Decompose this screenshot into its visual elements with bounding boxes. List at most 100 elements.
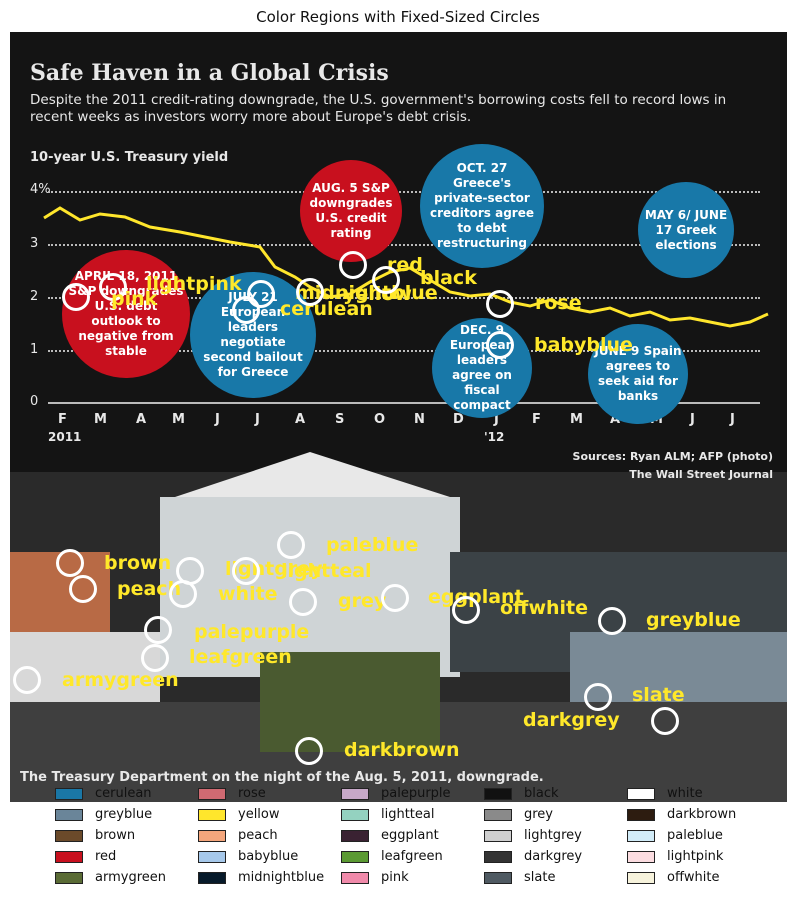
region-marker (296, 278, 324, 306)
event-bubble: OCT. 27 Greece's private-sector creditor… (420, 144, 544, 268)
region-label: palepurple (194, 621, 310, 643)
legend-label: peach (238, 828, 278, 843)
region-marker (99, 273, 127, 301)
region-marker (381, 584, 409, 612)
legend-item: palepurple (341, 786, 511, 804)
region-label: darkgrey (523, 709, 620, 731)
region-label: leafgreen (189, 646, 292, 668)
region-marker (62, 283, 90, 311)
event-bubble: MAY 6/ JUNE 17 Greek elections (638, 182, 734, 278)
legend-label: cerulean (95, 786, 152, 801)
legend-swatch (198, 872, 226, 884)
legend-item: babyblue (198, 849, 368, 867)
region-marker (295, 737, 323, 765)
y-tick: 0 (30, 394, 39, 409)
legend-label: white (667, 786, 703, 801)
x-tick: J (690, 412, 695, 427)
legend-item: paleblue (627, 828, 796, 846)
legend-label: midnightblue (238, 870, 325, 885)
legend-swatch (55, 872, 83, 884)
region-marker (232, 296, 260, 324)
x-tick: A (136, 412, 147, 427)
legend-swatch (627, 851, 655, 863)
legend-swatch (55, 809, 83, 821)
legend-swatch (341, 851, 369, 863)
legend-label: black (524, 786, 559, 801)
region-marker (13, 666, 41, 694)
legend-swatch (484, 809, 512, 821)
gridline (48, 350, 760, 352)
legend-item: grey (484, 807, 654, 825)
x-tick: A (295, 412, 306, 427)
region-marker (247, 280, 275, 308)
region-label: lightpink (146, 273, 242, 295)
legend-item: red (55, 849, 225, 867)
legend-swatch (55, 851, 83, 863)
legend-swatch (198, 788, 226, 800)
event-bubble: JULY 21 European leaders negotiate secon… (190, 272, 316, 398)
legend-swatch (198, 809, 226, 821)
gridline (48, 191, 760, 193)
region-marker (452, 596, 480, 624)
x-tick: J (255, 412, 260, 427)
region-label: midnightblue (295, 282, 438, 304)
region-label: peach (117, 578, 182, 600)
legend-item: leafgreen (341, 849, 511, 867)
legend-item: armygreen (55, 870, 225, 888)
x-tick: J (494, 412, 499, 427)
x-tick: M (570, 412, 583, 427)
legend-label: offwhite (667, 870, 720, 885)
legend-item: lightgrey (484, 828, 654, 846)
y-tick: 1 (30, 342, 39, 357)
year-label: '12 (484, 430, 505, 444)
region-marker (486, 290, 514, 318)
region-label: babyblue (534, 334, 633, 356)
legend-label: grey (524, 807, 554, 822)
legend-label: babyblue (238, 849, 299, 864)
legend-swatch (627, 872, 655, 884)
region-marker (277, 531, 305, 559)
image-chart-label: 10-year U.S. Treasury yield (30, 150, 229, 165)
image-publisher: The Wall Street Journal (629, 468, 773, 481)
legend-item: black (484, 786, 654, 804)
legend-item: eggplant (341, 828, 511, 846)
y-tick: 3 (30, 236, 39, 251)
legend-label: pink (381, 870, 409, 885)
region-label: white (218, 583, 278, 605)
legend-label: paleblue (667, 828, 723, 843)
legend-label: eggplant (381, 828, 439, 843)
region-marker (651, 707, 679, 735)
event-bubble: AUG. 5 S&P downgrades U.S. credit rating (300, 160, 402, 262)
region-label: slate (632, 684, 685, 706)
region-marker (598, 607, 626, 635)
legend-swatch (484, 872, 512, 884)
legend-swatch (627, 788, 655, 800)
region-label: greyblue (646, 609, 741, 631)
x-tick: M (172, 412, 185, 427)
legend-swatch (55, 830, 83, 842)
region-label: rose (535, 292, 582, 314)
legend-item: darkgrey (484, 849, 654, 867)
yield-line (43, 206, 769, 328)
region-marker (289, 588, 317, 616)
legend-swatch (484, 851, 512, 863)
region-label: grey (338, 590, 387, 612)
legend-label: lightgrey (524, 828, 582, 843)
region-label: offwhite (500, 597, 589, 619)
legend-swatch (627, 830, 655, 842)
legend-label: darkgrey (524, 849, 583, 864)
region-marker (232, 557, 260, 585)
region-label: paleblue (326, 534, 419, 556)
legend-label: armygreen (95, 870, 166, 885)
image-headline: Safe Haven in a Global Crisis (30, 60, 389, 86)
legend-swatch (341, 830, 369, 842)
legend-item: rose (198, 786, 368, 804)
region-marker (56, 549, 84, 577)
gridline (48, 297, 760, 299)
region-marker (339, 251, 367, 279)
legend-swatch (341, 788, 369, 800)
legend-swatch (341, 809, 369, 821)
baseline (48, 402, 760, 404)
legend-item: pink (341, 870, 511, 888)
region-marker (486, 331, 514, 359)
